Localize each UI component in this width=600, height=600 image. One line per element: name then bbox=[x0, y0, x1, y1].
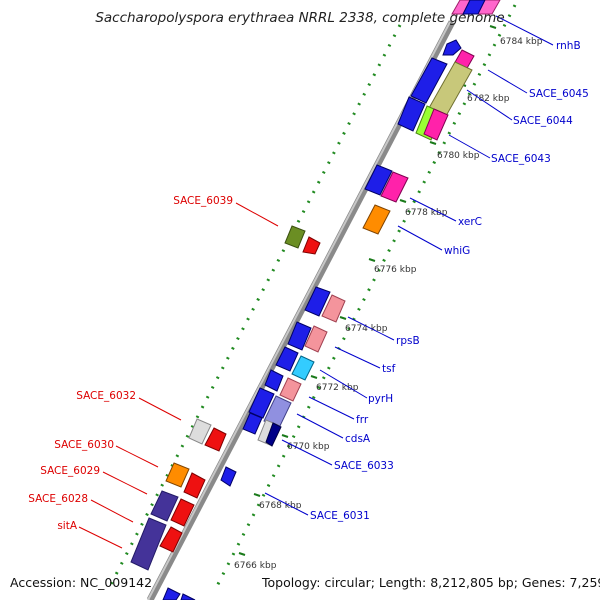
gene-arrow bbox=[284, 225, 306, 249]
kbp-tick-label: 6780 kbp bbox=[437, 151, 480, 161]
gene-arrow bbox=[248, 387, 275, 419]
gene-arrow bbox=[279, 377, 302, 402]
gene-label-cdsA[interactable]: cdsA bbox=[345, 433, 371, 445]
gene-arrow bbox=[287, 321, 312, 351]
gene-arrow bbox=[362, 204, 391, 235]
gene-label-tsf[interactable]: tsf bbox=[382, 363, 396, 375]
forward-leaders bbox=[264, 15, 554, 516]
gene-arrow bbox=[410, 57, 448, 104]
gene-arrow bbox=[304, 325, 328, 353]
gene-arrow bbox=[130, 517, 167, 571]
kbp-tick-label: 6766 kbp bbox=[234, 561, 277, 571]
kbp-tick-label: 6774 kbp bbox=[345, 324, 388, 334]
gene-label-rnhB[interactable]: rnhB bbox=[556, 40, 581, 52]
gene-arrow bbox=[302, 236, 321, 255]
gene-arrow bbox=[150, 490, 179, 522]
kbp-tick bbox=[310, 375, 318, 379]
gene-arrow bbox=[188, 418, 212, 445]
gene-arrow bbox=[204, 427, 227, 452]
kbp-tick-label: 6784 kbp bbox=[500, 37, 543, 47]
forward-genes bbox=[162, 0, 501, 600]
reverse-gene-labels: SACE_6039 SACE_6032 SACE_6030 SACE_6029 … bbox=[28, 195, 233, 532]
gene-arrow bbox=[180, 593, 196, 600]
gene-arrow bbox=[321, 294, 346, 323]
kbp-tick bbox=[429, 141, 437, 145]
kbp-tick-label: 6770 kbp bbox=[287, 442, 330, 452]
gene-label-sace-6028[interactable]: SACE_6028 bbox=[28, 493, 88, 505]
gene-arrow bbox=[275, 346, 299, 372]
gene-arrow bbox=[165, 462, 190, 488]
gene-label-frr[interactable]: frr bbox=[356, 414, 369, 426]
kbp-tick bbox=[281, 434, 289, 438]
kbp-tick-label: 6776 kbp bbox=[374, 265, 417, 275]
gene-label-rpsB[interactable]: rpsB bbox=[396, 335, 420, 347]
gene-arrow bbox=[183, 472, 206, 499]
gene-arrow bbox=[291, 355, 315, 381]
gene-arrow bbox=[162, 587, 181, 600]
gene-arrow bbox=[220, 466, 237, 487]
kbp-tick bbox=[253, 493, 261, 497]
gene-label-sace-6043[interactable]: SACE_6043 bbox=[491, 153, 551, 165]
gene-label-sace-6045[interactable]: SACE_6045 bbox=[529, 88, 589, 100]
gene-label-sace-6044[interactable]: SACE_6044 bbox=[513, 115, 573, 127]
kbp-tick bbox=[238, 552, 246, 556]
reverse-leaders bbox=[78, 202, 279, 549]
gene-arrow bbox=[159, 526, 183, 553]
gene-label-sace-6030[interactable]: SACE_6030 bbox=[54, 439, 114, 451]
gene-label-sitA[interactable]: sitA bbox=[57, 520, 78, 532]
gene-arrow bbox=[364, 164, 393, 196]
gene-label-sace-6039[interactable]: SACE_6039 bbox=[173, 195, 233, 207]
gene-arrow bbox=[242, 412, 263, 435]
outer-reverse-guide bbox=[106, 24, 402, 591]
gene-arrow bbox=[304, 286, 331, 317]
gene-arrow bbox=[423, 108, 449, 141]
gene-label-xerC[interactable]: xerC bbox=[458, 216, 482, 228]
gene-arrow bbox=[462, 0, 486, 15]
gene-label-sace-6029[interactable]: SACE_6029 bbox=[40, 465, 100, 477]
gene-label-sace-6033[interactable]: SACE_6033 bbox=[334, 460, 394, 472]
map-title: Saccharopolyspora erythraea NRRL 2338, c… bbox=[95, 10, 505, 26]
gene-arrow bbox=[265, 422, 282, 447]
gene-arrow bbox=[264, 369, 284, 392]
genome-backbone-highlight bbox=[147, 21, 451, 600]
gene-label-sace-6031[interactable]: SACE_6031 bbox=[310, 510, 370, 522]
gene-arrow bbox=[442, 39, 462, 56]
kbp-tick bbox=[339, 316, 347, 320]
kbp-tick-label: 6778 kbp bbox=[405, 208, 448, 218]
gene-label-whiG[interactable]: whiG bbox=[444, 245, 470, 257]
gene-arrow bbox=[397, 96, 426, 132]
gene-arrow bbox=[170, 498, 195, 527]
kbp-tick-label: 6772 kbp bbox=[316, 383, 359, 393]
forward-gene-labels: rnhB SACE_6045 SACE_6044 SACE_6043 xerC … bbox=[310, 40, 589, 522]
kbp-ticks: 6766 kbp 6768 kbp 6770 kbp 6772 kbp 6774… bbox=[234, 25, 543, 571]
gene-arrow bbox=[380, 171, 409, 203]
gene-label-sace-6032[interactable]: SACE_6032 bbox=[76, 390, 136, 402]
topology-info: Topology: circular; Length: 8,212,805 bp… bbox=[262, 575, 600, 590]
gene-label-pyrH[interactable]: pyrH bbox=[368, 393, 393, 405]
kbp-tick-label: 6782 kbp bbox=[467, 94, 510, 104]
kbp-tick bbox=[368, 258, 376, 262]
kbp-tick bbox=[399, 199, 407, 203]
accession-info: Accession: NC_009142 bbox=[10, 575, 153, 590]
kbp-tick bbox=[489, 25, 497, 29]
kbp-tick-label: 6768 kbp bbox=[259, 501, 302, 511]
reverse-genes bbox=[130, 225, 321, 571]
